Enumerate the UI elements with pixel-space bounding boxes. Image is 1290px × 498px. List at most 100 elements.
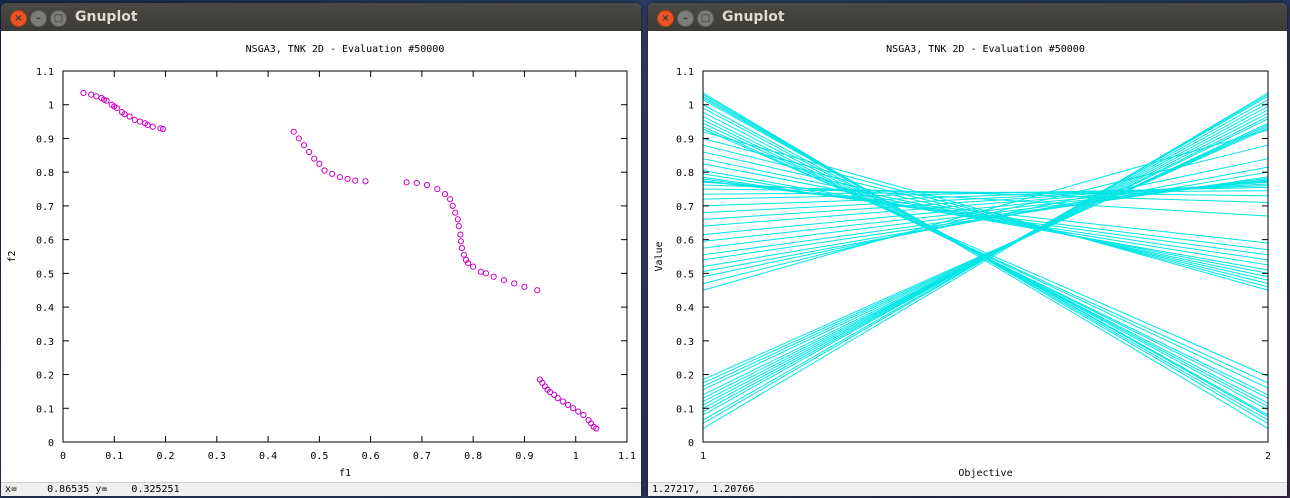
data-point [580, 411, 587, 419]
scatter-plot[interactable]: NSGA3, TNK 2D - Evaluation #50000 0 0.1 0.2… [1, 31, 641, 481]
data-point [521, 283, 528, 290]
data-point [551, 391, 558, 398]
close-icon[interactable]: × [10, 10, 27, 27]
data-point [352, 177, 359, 184]
x-tick-label: 1 [573, 451, 579, 462]
x-tick-label: 0.9 [515, 451, 533, 462]
x-tick-label: 0.2 [157, 451, 175, 462]
data-point [452, 209, 459, 216]
window-titlebar[interactable]: × – □ Gnuplot [1, 3, 641, 31]
data-point [490, 273, 497, 280]
y-tick-label: 0.2 [676, 371, 694, 382]
y-tick-label: 0.1 [36, 404, 54, 415]
data-point [316, 160, 323, 167]
series-line [702, 95, 1269, 421]
x-axis-label: Objective [958, 468, 1012, 479]
data-point [159, 125, 167, 133]
y-tick-label: 0 [48, 438, 54, 449]
data-point [449, 202, 456, 210]
x-tick-label: 0.5 [310, 451, 328, 462]
series-line [702, 99, 1269, 416]
series-line [702, 180, 1269, 236]
y-tick-label: 0.1 [676, 404, 694, 415]
x-tick-label: 0.3 [208, 451, 226, 462]
series-line [702, 126, 1269, 384]
x-tick-label: 0 [60, 451, 66, 462]
y-tick-label: 0.5 [36, 269, 54, 280]
window-title: Gnuplot [722, 9, 785, 25]
series-line [702, 180, 1269, 244]
gnuplot-window-parallel[interactable]: × – □ Gnuplot NSGA3, TNK 2D - Evaluation… [648, 3, 1287, 496]
data-point [575, 408, 582, 415]
y-tick-label: 1 [48, 101, 54, 112]
data-point [362, 178, 369, 185]
y-tick-label: 0.4 [36, 303, 54, 314]
x-axis-label: f1 [339, 468, 351, 479]
minimize-icon[interactable]: – [677, 10, 694, 27]
x-tick-label: 1.1 [618, 451, 636, 462]
data-point [534, 287, 541, 294]
series-line [702, 176, 1269, 261]
series-line [702, 166, 1269, 273]
data-point [434, 185, 441, 193]
data-point [300, 142, 308, 149]
window-titlebar[interactable]: × – □ Gnuplot [648, 3, 1287, 31]
data-point [454, 216, 461, 223]
data-point [458, 244, 466, 252]
data-point [447, 196, 454, 203]
y-tick-label: 1.1 [36, 67, 54, 78]
chart-title: NSGA3, TNK 2D - Evaluation #50000 [886, 44, 1085, 55]
parallel-coordinates-plot[interactable]: NSGA3, TNK 2D - Evaluation #50000 0 0.1 0.2… [648, 31, 1287, 481]
y-tick-label: 0.3 [676, 337, 694, 348]
series-line [702, 170, 1269, 271]
data-point [564, 401, 572, 408]
data-point [593, 425, 600, 432]
data-point [121, 111, 128, 118]
series-line [702, 124, 1269, 387]
data-point [295, 135, 302, 142]
series-line [702, 184, 1269, 204]
y-tick-label: 0.2 [36, 371, 54, 382]
data-point [136, 118, 144, 125]
data-point [554, 395, 561, 402]
data-point [464, 260, 472, 267]
data-point [423, 181, 431, 189]
data-point [80, 89, 87, 97]
data-point [559, 398, 567, 405]
data-point [460, 251, 468, 258]
y-axis-label: Value [654, 241, 665, 271]
y-tick-label: 0.3 [36, 337, 54, 348]
data-point [570, 405, 577, 412]
y-tick-label: 1.1 [676, 67, 694, 78]
data-point [336, 174, 343, 181]
series-line [702, 137, 1269, 288]
y-tick-label: 0.6 [676, 236, 694, 247]
gnuplot-window-scatter[interactable]: × – □ Gnuplot NSGA3, TNK 2D - Evaluation… [1, 3, 641, 496]
data-point [126, 113, 133, 120]
data-point [457, 231, 464, 238]
data-point [149, 123, 156, 130]
series-line [702, 181, 1269, 220]
window-title: Gnuplot [75, 9, 138, 25]
data-point [403, 179, 410, 186]
coordinate-readout: x= 0.86535 y= 0.325251 [1, 482, 641, 496]
x-tick-label: 0.6 [362, 451, 380, 462]
close-icon[interactable]: × [657, 10, 674, 27]
data-point [290, 128, 297, 135]
y-tick-label: 0 [688, 438, 694, 449]
maximize-icon[interactable]: □ [697, 10, 714, 27]
data-point [93, 93, 100, 100]
data-point [157, 125, 164, 132]
maximize-icon[interactable]: □ [50, 10, 67, 27]
y-tick-label: 0.7 [676, 202, 694, 213]
data-point [103, 97, 110, 104]
series-line [702, 180, 1269, 251]
series-line [702, 181, 1269, 227]
series-line [702, 151, 1269, 281]
data-point [306, 148, 313, 156]
minimize-icon[interactable]: – [30, 10, 47, 27]
x-tick-label: 1 [700, 451, 706, 462]
y-tick-label: 0.6 [36, 236, 54, 247]
y-tick-label: 0.4 [676, 303, 694, 314]
y-tick-label: 0.8 [676, 168, 694, 179]
